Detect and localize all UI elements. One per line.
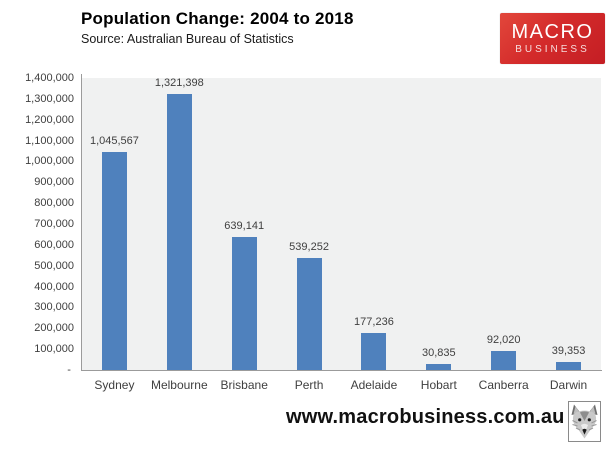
bar-value-label: 1,321,398 xyxy=(154,77,204,90)
bar-value-label: 639,141 xyxy=(224,219,265,232)
y-axis-tick-label: 500,000 xyxy=(34,259,74,272)
site-url: www.macrobusiness.com.au xyxy=(286,406,565,428)
bar-canberra xyxy=(491,350,517,370)
y-axis-tick-label: 700,000 xyxy=(34,218,74,230)
x-axis-label: Hobart xyxy=(420,378,457,392)
y-axis-tick-label: 1,300,000 xyxy=(25,92,74,105)
y-axis-tick-label: 100,000 xyxy=(34,343,74,356)
logo-text-business: BUSINESS xyxy=(515,43,590,55)
y-axis-tick-label: 1,400,000 xyxy=(25,72,74,84)
x-axis-label: Melbourne xyxy=(150,378,208,392)
chart-source: Source: Australian Bureau of Statistics xyxy=(81,32,294,46)
y-axis-tick-label: 200,000 xyxy=(34,322,74,335)
x-axis-line xyxy=(82,370,602,371)
y-axis-tick-label: 1,100,000 xyxy=(25,134,74,147)
y-axis-tick-label: 300,000 xyxy=(34,301,74,314)
y-axis-tick-label: 800,000 xyxy=(34,197,74,210)
bar-hobart xyxy=(426,363,452,370)
bar-sydney xyxy=(101,151,127,370)
x-axis-label: Sydney xyxy=(94,378,135,392)
wolf-head-icon xyxy=(568,401,601,442)
bar-darwin xyxy=(556,361,582,370)
bar-value-label: 177,236 xyxy=(354,316,394,329)
y-axis-tick-label: 1,000,000 xyxy=(25,155,74,168)
bar-perth xyxy=(296,257,322,370)
y-axis-tick-label: 1,200,000 xyxy=(25,113,74,126)
bar-adelaide xyxy=(361,333,387,370)
chart-title: Population Change: 2004 to 2018 xyxy=(81,9,354,28)
y-axis-tick-label: 400,000 xyxy=(34,280,74,293)
bar-value-label: 30,835 xyxy=(421,346,456,359)
y-axis-tick-label: - xyxy=(67,364,74,376)
x-axis-label: Darwin xyxy=(549,378,588,392)
x-axis-label: Adelaide xyxy=(350,378,398,392)
bar-value-label: 539,252 xyxy=(289,240,329,253)
bar-value-label: 39,353 xyxy=(551,344,586,357)
y-axis-line xyxy=(81,74,82,371)
bar-value-label: 92,020 xyxy=(486,333,521,346)
x-axis-label: Brisbane xyxy=(220,378,268,392)
logo-text-macro: MACRO xyxy=(511,20,594,43)
x-axis-label: Perth xyxy=(294,378,324,392)
y-axis-tick-label: 900,000 xyxy=(34,176,74,189)
y-axis-tick-label: 600,000 xyxy=(34,238,74,251)
x-axis-label: Canberra xyxy=(478,378,529,392)
bar-brisbane xyxy=(231,236,257,370)
bar-value-label: 1,045,567 xyxy=(89,134,139,147)
bar-melbourne xyxy=(166,94,192,370)
macrobusiness-logo: MACRO BUSINESS xyxy=(500,13,605,64)
